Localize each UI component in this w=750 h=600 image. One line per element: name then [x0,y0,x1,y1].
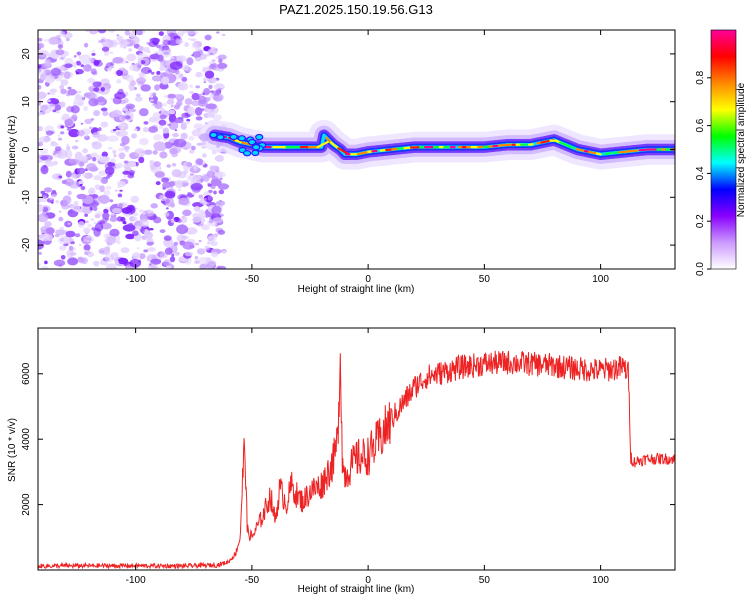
colorbar-label: Normalized spectral amplitude [736,82,747,217]
colorbar-tick-label: 0.0 [695,262,706,276]
snr-frame [37,327,676,571]
spectrogram-y-tick-label: -20 [21,237,32,252]
figure-title: PAZ1.2025.150.19.56.G13 [279,2,433,17]
spectrogram-y-tick-label: -10 [21,190,32,205]
colorbar-gradient [711,30,736,269]
colorbar: 0.0 0.2 0.4 0.6 0.8 Normalized spectral ampl… [695,29,747,276]
snr-x-label: Height of straight line (km) [298,584,415,595]
spectrogram-y-tick-label: 10 [21,96,32,108]
spectrogram-x-tick-label: -50 [245,274,260,285]
spectrogram-x-tick-label: 100 [592,274,609,285]
snr-x-tick-label: -100 [126,575,146,586]
spectrogram-ridge [199,119,675,170]
colorbar-tick-label: 0.8 [695,70,706,84]
snr-y-label: SNR (10 * v/v) [7,418,18,482]
snr-x-tick-label: 50 [479,575,491,586]
snr-x-tick-label: -50 [245,575,260,586]
colorbar-tick-label: 0.2 [695,214,706,228]
spectrogram-x-tick-label: 0 [365,274,371,285]
spectrogram-y-tick-label: 20 [21,48,32,60]
spectrogram-x-ticks: -100 -50 0 50 100 [126,30,609,285]
snr-y-ticks: 2000 4000 6000 [21,362,675,516]
spectrogram-x-tick-label: -100 [126,274,146,285]
spectrogram-y-label: Frequency (Hz) [7,116,18,185]
snr-y-tick-label: 2000 [21,493,32,516]
snr-panel: -100 -50 0 50 100 2000 4000 6000 Height of str… [7,327,676,595]
colorbar-ticks: 0.0 0.2 0.4 0.6 0.8 [695,29,737,276]
snr-series-line [38,350,675,570]
spectrogram-y-tick-label: 0 [21,146,32,152]
snr-x-tick-label: 0 [365,575,371,586]
spectrogram-noise-blobs [38,30,230,269]
snr-y-tick-label: 6000 [21,362,32,385]
snr-x-ticks: -100 -50 0 50 100 [126,328,609,586]
colorbar-tick-label: 0.6 [695,118,706,132]
spectrogram-x-label: Height of straight line (km) [298,284,415,295]
colorbar-frame [710,29,737,270]
snr-x-tick-label: 100 [592,575,609,586]
spectrogram-x-tick-label: 50 [479,274,491,285]
colorbar-tick-label: 0.4 [695,166,706,180]
spectrogram-y-ticks: -20 -10 0 10 20 [21,48,675,252]
snr-y-tick-label: 4000 [21,428,32,451]
